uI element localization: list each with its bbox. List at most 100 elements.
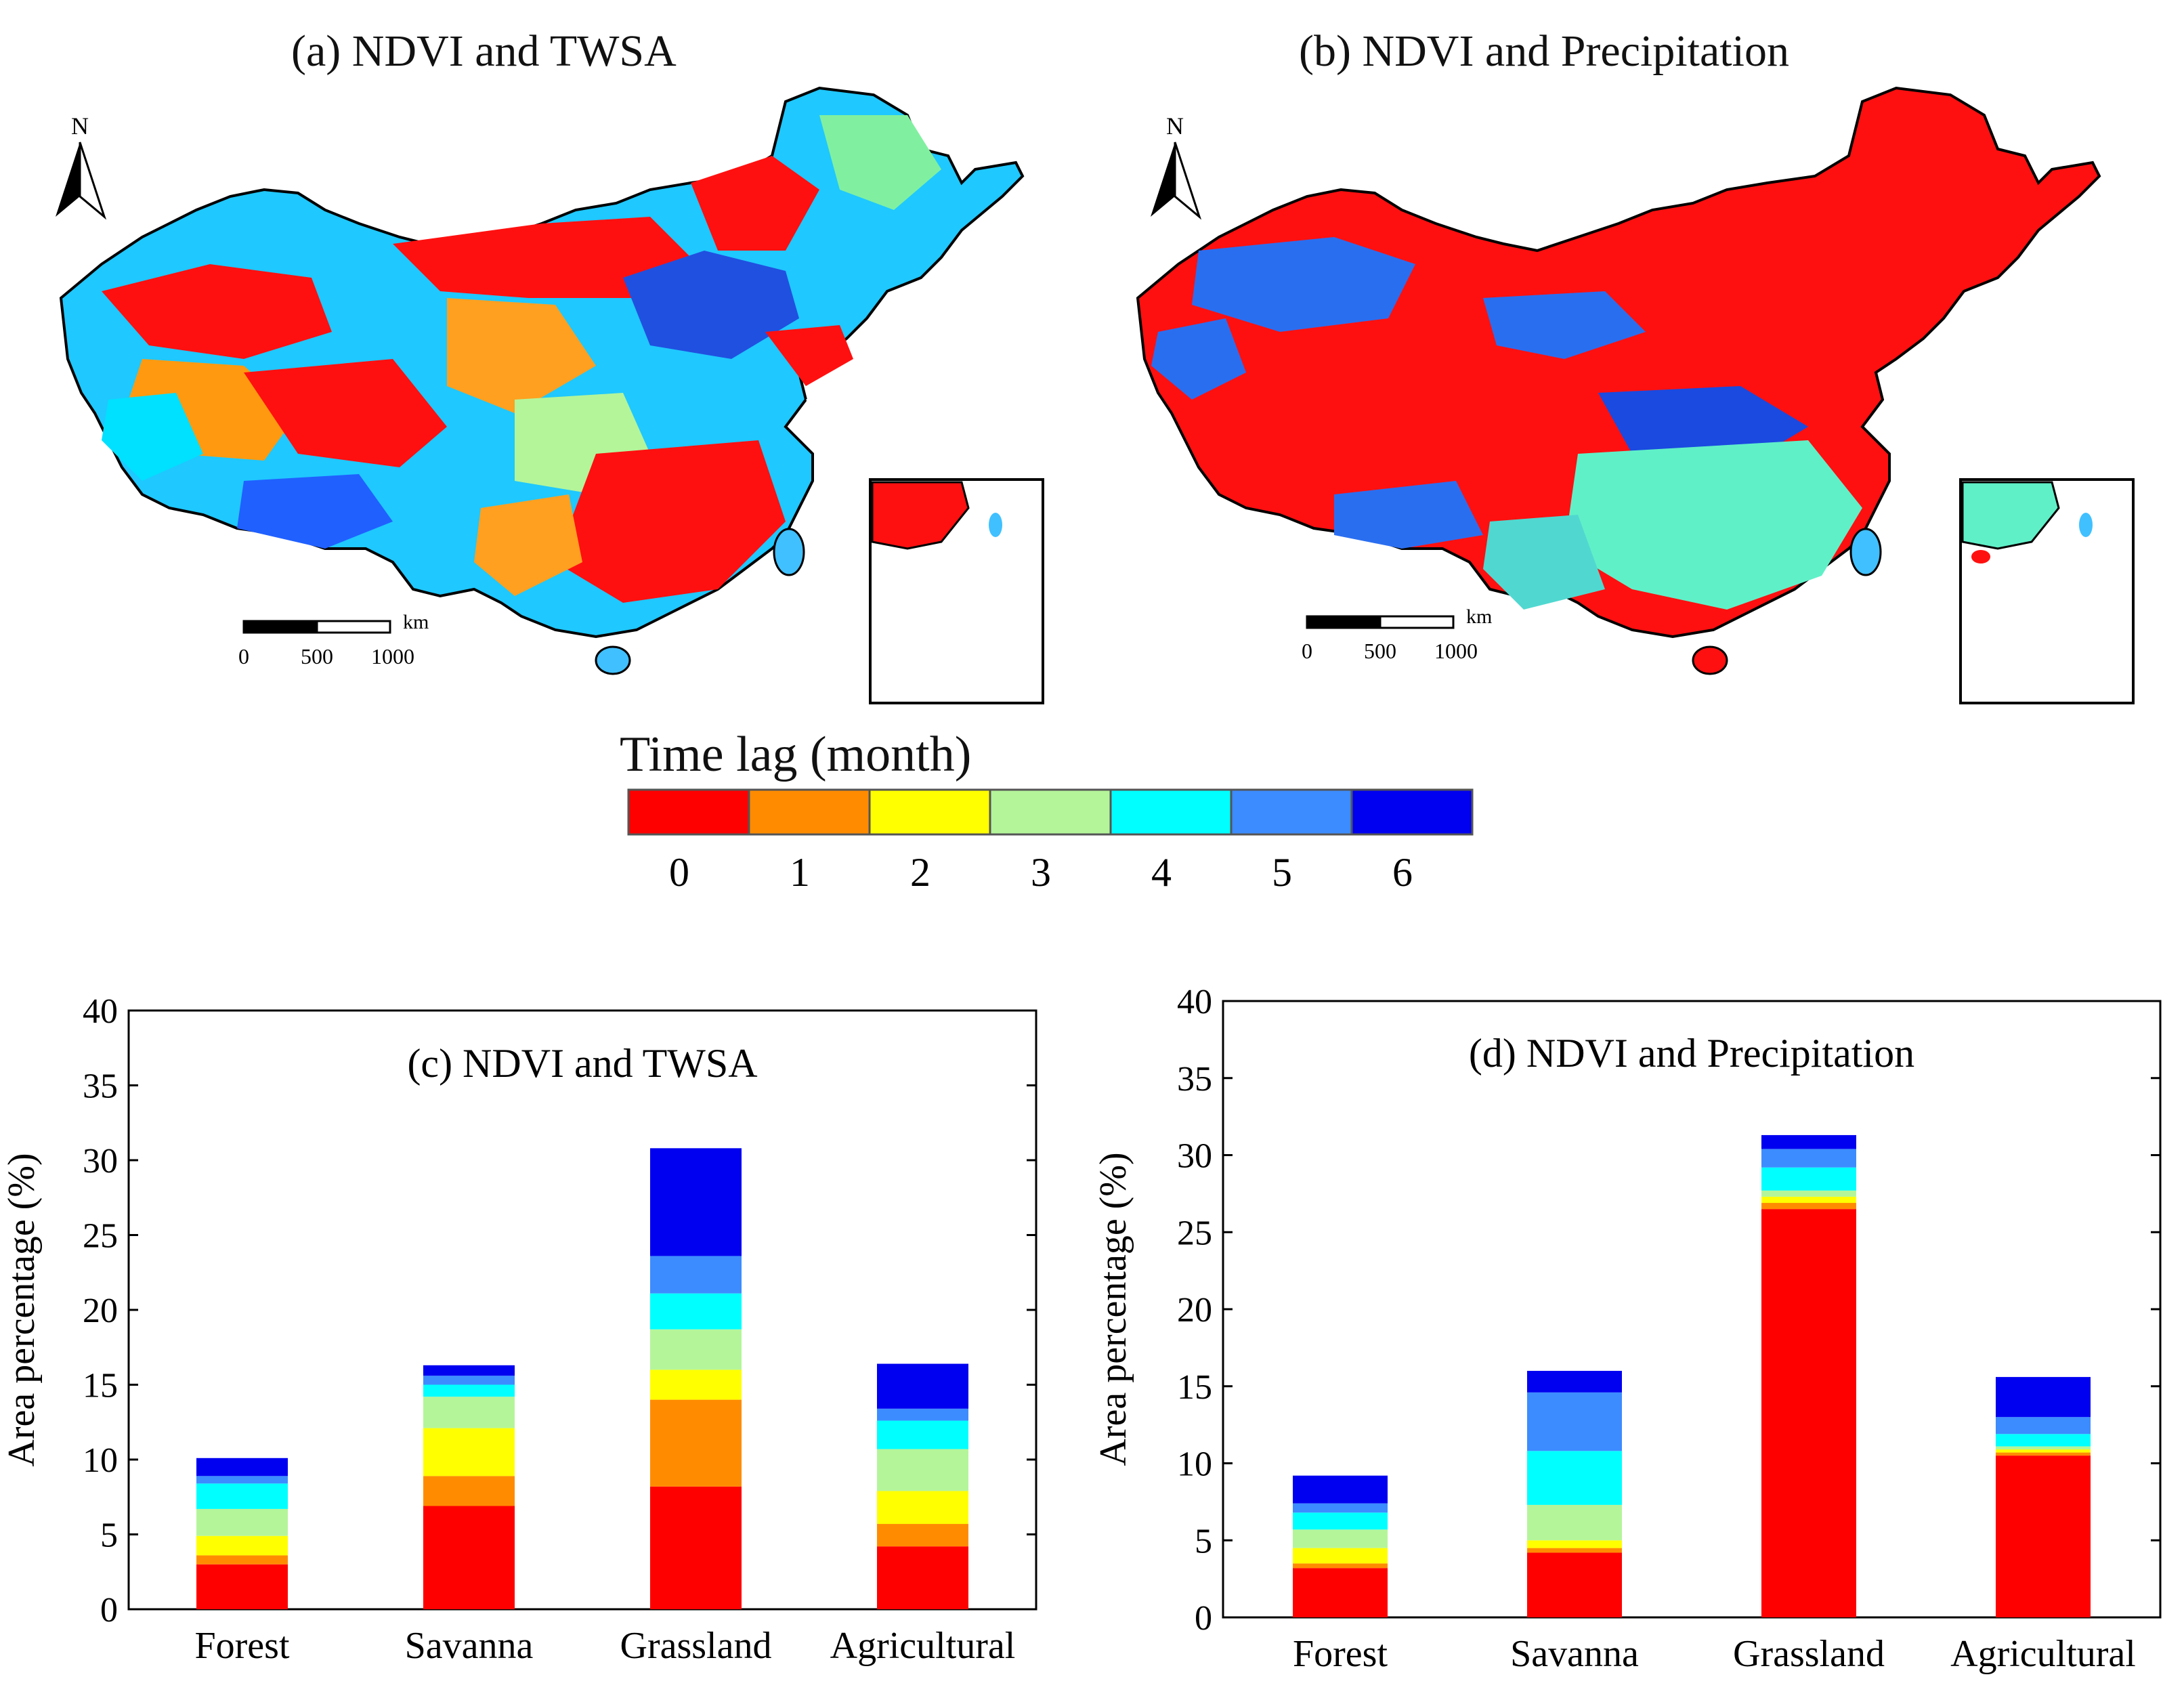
- legend-swatch-2: [868, 788, 991, 836]
- legend-swatch-1: [748, 788, 871, 836]
- legend-label-1: 1: [790, 850, 810, 895]
- bar-segment-agricultural-lag-1: [877, 1524, 968, 1547]
- map-a-title: (a) NDVI and TWSA: [291, 26, 677, 76]
- y-tick-label: 10: [1177, 1445, 1212, 1484]
- scale-tick: 500: [1364, 639, 1396, 663]
- y-axis-label: Area percentage (%): [1092, 1152, 1134, 1466]
- bar-segment-agricultural-lag-2: [877, 1491, 968, 1525]
- north-label: N: [1166, 112, 1184, 140]
- scale-tick: 1000: [371, 644, 414, 668]
- legend-swatch-0: [627, 788, 750, 836]
- scale-tick: 500: [301, 644, 333, 668]
- bar-segment-savanna-lag-4: [1527, 1451, 1622, 1505]
- x-tick-label: Grassland: [620, 1625, 772, 1667]
- scale-bar: km 0 500 1000: [1302, 605, 1492, 663]
- bar-segment-grassland-lag-6: [1761, 1134, 1856, 1149]
- x-tick-label: Savanna: [1510, 1633, 1639, 1675]
- bar-segment-savanna-lag-4: [423, 1384, 515, 1397]
- y-tick-label: 25: [1177, 1214, 1212, 1252]
- bar-segment-forest-lag-2: [196, 1535, 288, 1556]
- bar-segment-forest-lag-1: [196, 1555, 288, 1565]
- bar-segment-grassland-lag-6: [650, 1148, 742, 1256]
- chart-d: 0 5 10 15 20 25 30 35 40 Area percentage (%) (d) N…: [1092, 983, 2162, 1675]
- bar-segment-grassland-lag-3: [650, 1329, 742, 1370]
- map-a-ndvi-twsa: N km 0 500 1000: [56, 86, 1044, 704]
- bar-segment-grassland-lag-2: [1761, 1196, 1856, 1204]
- china-map-shape: [1136, 86, 2101, 639]
- bar-segment-grassland-lag-3: [1761, 1190, 1856, 1197]
- x-tick-label: Agricultural: [830, 1625, 1016, 1667]
- bar-segment-forest-lag-4: [1293, 1512, 1388, 1530]
- scale-tick: 1000: [1434, 639, 1478, 663]
- bar-segment-savanna-lag-6: [1527, 1371, 1622, 1393]
- y-axis-label: Area percentage (%): [1, 1153, 43, 1466]
- scale-tick: 0: [238, 644, 249, 668]
- bar-segment-agricultural-lag-6: [1996, 1377, 2091, 1418]
- bar-segment-forest-lag-2: [1293, 1548, 1388, 1564]
- bar-segment-agricultural-lag-0: [877, 1546, 968, 1609]
- bar-segment-forest-lag-4: [196, 1483, 288, 1509]
- bar-segment-savanna-lag-2: [423, 1428, 515, 1476]
- bar-segment-agricultural-lag-0: [1996, 1455, 2091, 1617]
- bar-segment-savanna-lag-0: [1527, 1552, 1622, 1617]
- bar-segment-savanna-lag-5: [1527, 1392, 1622, 1451]
- north-arrow-icon: N: [56, 112, 107, 220]
- map-b-ndvi-precipitation: N km 0 500 1000: [1136, 86, 2135, 704]
- legend-label-5: 5: [1272, 850, 1292, 895]
- bar-segment-forest-lag-3: [1293, 1529, 1388, 1548]
- y-tick-label: 10: [83, 1441, 118, 1480]
- y-tick-label: 25: [83, 1217, 118, 1256]
- y-tick-label: 5: [1195, 1522, 1212, 1560]
- bar-segment-agricultural-lag-3: [1996, 1446, 2091, 1450]
- bar-segment-savanna-lag-1: [423, 1476, 515, 1506]
- chart-title: (c) NDVI and TWSA: [407, 1041, 757, 1086]
- scale-tick: 0: [1302, 639, 1312, 663]
- legend-swatch-3: [989, 788, 1112, 836]
- y-tick-label: 30: [83, 1142, 118, 1181]
- bar-segment-savanna-lag-3: [423, 1397, 515, 1428]
- x-tick-label: Agricultural: [1950, 1633, 2136, 1675]
- legend-swatch-4: [1109, 788, 1233, 836]
- legend-swatch-6: [1350, 788, 1474, 836]
- y-tick-label: 30: [1177, 1137, 1212, 1176]
- bar-segment-grassland-lag-5: [1761, 1149, 1856, 1168]
- y-tick-label: 20: [83, 1292, 118, 1330]
- y-tick-label: 15: [1177, 1368, 1212, 1407]
- inset-map: [1959, 478, 2135, 704]
- legend-label-4: 4: [1151, 850, 1172, 895]
- scale-unit: km: [403, 611, 429, 633]
- chart-c: 0 5 10 15 20 25 30 35 40 Area percentage (%) (c) N…: [1, 992, 1037, 1667]
- y-tick-label: 20: [1177, 1291, 1212, 1330]
- bar-segment-forest-lag-0: [196, 1564, 288, 1609]
- north-arrow-icon: N: [1151, 112, 1202, 220]
- y-tick-label: 35: [1177, 1060, 1212, 1099]
- y-tick-label: 0: [100, 1591, 118, 1630]
- bar-segment-savanna-lag-6: [423, 1365, 515, 1376]
- bar-segment-savanna-lag-2: [1527, 1540, 1622, 1548]
- north-label: N: [71, 112, 89, 140]
- bar-segment-forest-lag-6: [1293, 1475, 1388, 1504]
- bar-segment-agricultural-lag-1: [1996, 1452, 2091, 1456]
- bar-segment-forest-lag-0: [1293, 1568, 1388, 1617]
- time-lag-legend: 0 1 2 3 4 5 6: [627, 788, 1474, 895]
- scale-unit: km: [1466, 605, 1492, 628]
- x-tick-label: Grassland: [1733, 1633, 1885, 1675]
- bar-segment-forest-lag-5: [196, 1476, 288, 1484]
- x-tick-label: Savanna: [405, 1625, 534, 1667]
- legend-title: Time lag (month): [620, 727, 972, 782]
- x-tick-label: Forest: [195, 1625, 290, 1667]
- bar-segment-agricultural-lag-6: [877, 1363, 968, 1409]
- legend-label-0: 0: [669, 850, 689, 895]
- y-tick-label: 40: [83, 992, 118, 1031]
- x-tick-label: Forest: [1293, 1633, 1388, 1675]
- bar-segment-agricultural-lag-2: [1996, 1449, 2091, 1453]
- bar-segment-agricultural-lag-3: [877, 1449, 968, 1491]
- map-b-title: (b) NDVI and Precipitation: [1299, 26, 1789, 76]
- bar-segment-savanna-lag-0: [423, 1506, 515, 1609]
- y-tick-label: 40: [1177, 983, 1212, 1021]
- y-tick-label: 5: [100, 1516, 118, 1555]
- bar-segment-savanna-lag-3: [1527, 1504, 1622, 1541]
- bar-segment-agricultural-lag-5: [877, 1408, 968, 1421]
- y-tick-label: 15: [83, 1367, 118, 1405]
- bar-segment-savanna-lag-1: [1527, 1548, 1622, 1553]
